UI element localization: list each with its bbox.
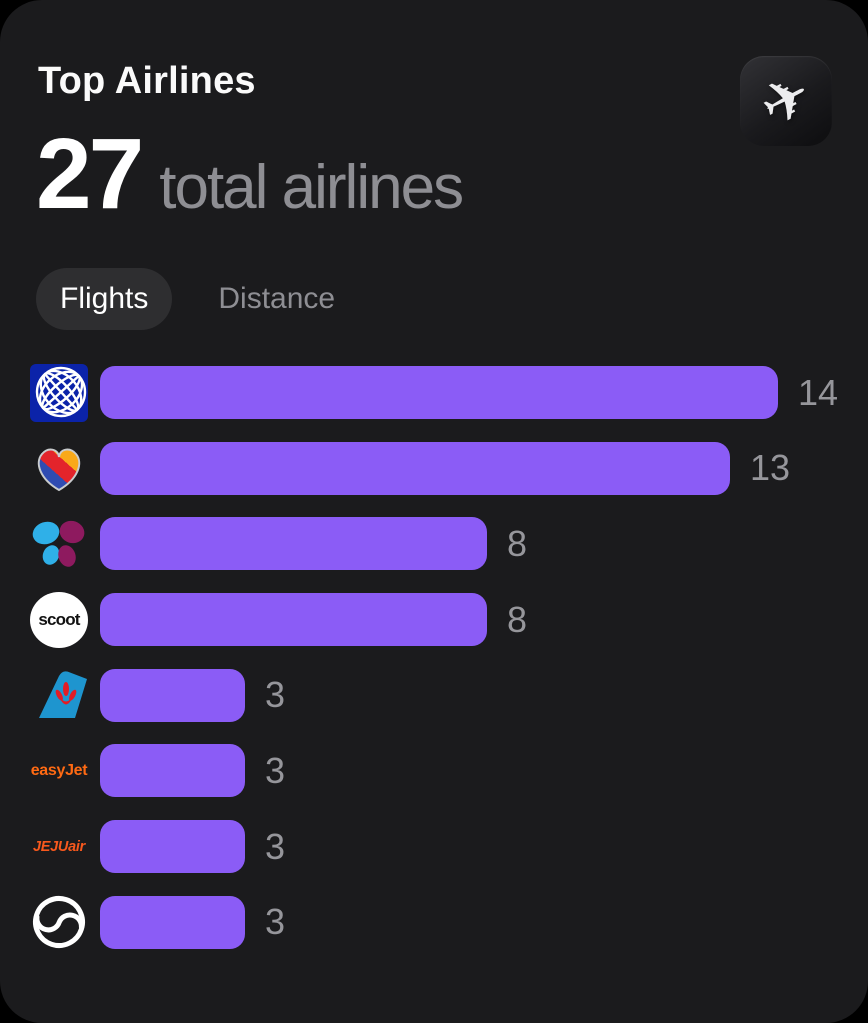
china-southern-tail-logo [30,666,88,724]
airline-row: 13 [30,439,838,497]
airline-row: 3 [30,893,838,951]
southwest-heart-logo [30,439,88,497]
united-globe-icon [30,363,88,422]
card-header: Top Airlines ✈ [36,54,832,148]
flight-count-value: 3 [265,825,286,867]
flight-count-value: 3 [265,749,286,791]
airlines-bar-chart: 14 13 8 scoot 8 [30,363,839,951]
airline-row: scoot 8 [30,591,838,649]
flight-count-value: 3 [265,901,286,943]
flight-count-bar [100,366,778,419]
flight-count-bar [100,895,245,949]
page-title: Top Airlines [38,60,256,102]
korean-air-taegeuk-icon [33,896,85,949]
easyjet-icon: easyJet [31,762,88,780]
airline-row: JEJUair 3 [30,818,838,876]
flight-count-value: 8 [507,598,528,640]
total-count-label: total airlines [159,153,464,222]
butterfly-logo [30,515,88,573]
flight-count-bar [100,820,245,874]
total-airlines-stat: 27 total airlines [36,118,464,230]
airplane-glyph: ✈ [749,60,823,141]
korean-air-taegeuk-logo [30,893,88,951]
flight-count-value: 8 [507,522,528,564]
tab-flights[interactable]: Flights [36,268,173,330]
airline-row: 8 [30,515,838,573]
scoot-logo: scoot [30,591,88,649]
china-southern-tail-icon [39,671,87,719]
united-globe-logo [30,363,88,422]
airline-row: easyJet 3 [30,742,838,800]
flight-count-bar [100,593,487,647]
easyjet-wordmark: easyJet [30,761,88,779]
flight-count-value: 13 [750,447,791,489]
tab-distance[interactable]: Distance [194,268,359,330]
southwest-heart-icon [37,448,81,492]
flight-count-bar [100,744,245,798]
airline-row: 3 [30,666,838,724]
total-count: 27 [36,118,144,230]
flight-count-value: 14 [798,371,839,413]
tab-bar: Flights Distance [36,268,359,330]
flight-count-value: 3 [265,674,286,716]
jejuair-logo: JEJUair [30,818,88,876]
flight-count-bar [100,517,487,571]
jejuair-icon: JEJUair [33,838,85,856]
jejuair-wordmark: JEJUair [33,838,85,855]
easyjet-logo: easyJet [30,742,88,800]
flight-count-bar [100,668,245,722]
airline-row: 14 [30,363,839,422]
scoot-icon: scoot [30,591,88,648]
scoot-wordmark: scoot [38,609,80,629]
butterfly-icon [32,520,85,567]
flight-count-bar [100,441,730,495]
airplane-icon: ✈ [740,56,832,146]
